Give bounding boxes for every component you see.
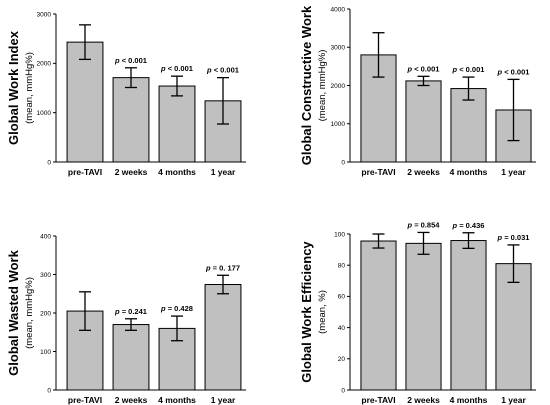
p-value-annotation: p = 0.428 — [160, 304, 193, 313]
category-label: pre-TAVI — [361, 395, 395, 405]
p-value-annotation: p < 0.001 — [497, 67, 530, 76]
category-label: 2 weeks — [115, 395, 148, 405]
y-axis-title: Global Work Efficiency — [299, 241, 314, 383]
y-tick-label: 0 — [341, 159, 345, 166]
p-value-annotation: p = 0.436 — [452, 221, 485, 230]
bar — [204, 284, 242, 391]
y-tick-label: 0 — [47, 387, 51, 394]
chart-panel-2: 0 1000 2000 3000 4000 Global Constructive Wor… — [299, 5, 536, 177]
p-value-annotation: p = 0.031 — [497, 233, 530, 242]
y-tick-label: 1000 — [331, 121, 346, 128]
y-tick-label: 4000 — [331, 6, 346, 13]
bar — [405, 80, 442, 163]
chart-panel-1: 0 1000 2000 3000 Global Work Index (mean, mmH… — [6, 11, 246, 177]
category-label: pre-TAVI — [68, 395, 102, 405]
p-value-annotation: p < 0.001 — [114, 56, 147, 65]
bar — [450, 88, 487, 163]
chart-panel-4: 0 20 40 60 80 100 Global Work Efficiency (mean,… — [299, 220, 536, 405]
y-axis-title: Global Work Index — [6, 30, 21, 145]
category-label: 4 months — [450, 167, 488, 177]
y-axis-title: Global Wasted Work — [6, 249, 21, 375]
category-label: 2 weeks — [407, 395, 440, 405]
y-tick-label: 2000 — [37, 61, 52, 68]
category-label: 2 weeks — [407, 167, 440, 177]
bar — [360, 240, 397, 391]
y-tick-label: 80 — [338, 263, 346, 270]
y-tick-label: 3000 — [37, 11, 52, 18]
p-value-annotation: p < 0.001 — [452, 65, 485, 74]
y-tick-label: 60 — [338, 294, 346, 301]
y-tick-label: 300 — [40, 272, 51, 279]
y-tick-label: 0 — [341, 387, 345, 394]
p-value-annotation: p = 0.854 — [407, 220, 441, 229]
y-axis-unit: (mean, mmHg%) — [317, 50, 328, 122]
bar — [112, 77, 150, 163]
p-value-annotation: p = 0. 177 — [205, 263, 240, 272]
y-tick-label: 1000 — [37, 110, 52, 117]
y-tick-label: 100 — [40, 349, 51, 356]
y-tick-label: 3000 — [331, 45, 346, 52]
y-axis-unit: (mean, mmHg%) — [24, 277, 35, 349]
p-value-annotation: p = 0.241 — [114, 307, 147, 316]
category-label: pre-TAVI — [361, 167, 395, 177]
bar — [112, 324, 150, 391]
bar — [66, 41, 104, 163]
y-tick-label: 40 — [338, 325, 346, 332]
p-value-annotation: p < 0.001 — [206, 66, 239, 75]
p-value-annotation: p < 0.001 — [160, 64, 193, 73]
category-label: 1 year — [501, 167, 526, 177]
bar — [450, 240, 487, 391]
category-label: 1 year — [501, 395, 526, 405]
y-tick-label: 200 — [40, 310, 51, 317]
category-label: 4 months — [158, 395, 196, 405]
p-value-annotation: p < 0.001 — [407, 64, 440, 73]
category-label: 4 months — [450, 395, 488, 405]
y-tick-label: 400 — [40, 233, 51, 240]
category-label: 4 months — [158, 167, 196, 177]
y-axis-unit: (mean, %) — [317, 290, 328, 334]
y-tick-label: 2000 — [331, 83, 346, 90]
y-tick-label: 20 — [338, 356, 346, 363]
category-label: 1 year — [211, 395, 236, 405]
chart-panel-3: 0 100 200 300 400 Global Wasted Work (mean, mm… — [6, 233, 246, 405]
bar — [158, 85, 196, 163]
category-label: pre-TAVI — [68, 167, 102, 177]
y-axis-unit: (mean, mmHg%) — [24, 52, 35, 124]
y-tick-label: 0 — [47, 159, 51, 166]
category-label: 2 weeks — [115, 167, 148, 177]
bar — [405, 242, 442, 391]
category-label: 1 year — [211, 167, 236, 177]
y-axis-title: Global Constructive Work — [299, 5, 314, 165]
y-tick-label: 100 — [334, 231, 345, 238]
